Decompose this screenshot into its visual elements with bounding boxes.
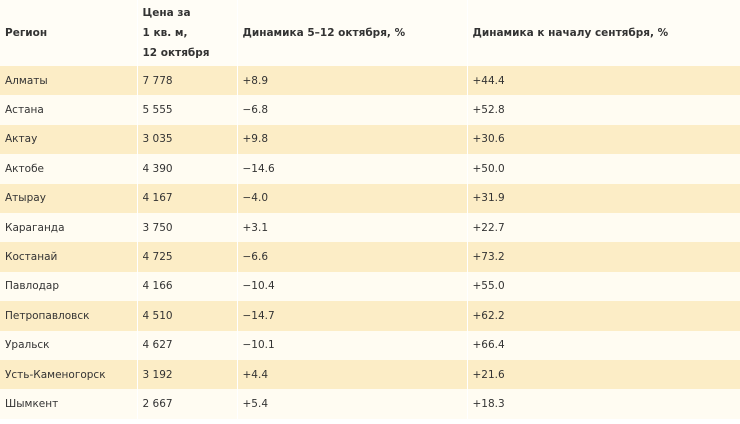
table-row: Актобе 4 390 −14.6 +50.0 [0, 154, 740, 184]
cell-price: 4 166 [137, 271, 238, 302]
cell-since-september: +50.0 [467, 154, 740, 184]
header-weekly-change: Динамика 5–12 октября, % [237, 0, 468, 66]
table-row: Усть-Каменогорск 3 192 +4.4 +21.6 [0, 359, 740, 390]
cell-price: 3 750 [137, 212, 238, 243]
cell-since-september: +30.6 [467, 124, 740, 155]
table-header-row: Регион Цена за 1 кв. м, 12 октября Динам… [0, 0, 740, 66]
table-row: Актау 3 035 +9.8 +30.6 [0, 124, 740, 155]
cell-since-september: +31.9 [467, 183, 740, 213]
table-row: Костанай 4 725 −6.6 +73.2 [0, 242, 740, 272]
cell-weekly-change: −6.8 [237, 95, 468, 125]
cell-region: Шымкент [0, 389, 138, 419]
cell-since-september: +55.0 [467, 271, 740, 302]
cell-price: 4 510 [137, 301, 238, 331]
table-row: Уральск 4 627 −10.1 +66.4 [0, 330, 740, 360]
table-row: Алматы 7 778 +8.9 +44.4 [0, 66, 740, 96]
header-price: Цена за 1 кв. м, 12 октября [137, 0, 238, 66]
cell-weekly-change: −10.1 [237, 330, 468, 360]
table-row: Петропавловск 4 510 −14.7 +62.2 [0, 301, 740, 331]
cell-region: Астана [0, 95, 138, 125]
cell-price: 4 627 [137, 330, 238, 360]
cell-since-september: +18.3 [467, 389, 740, 419]
cell-price: 3 035 [137, 124, 238, 155]
table-row: Астана 5 555 −6.8 +52.8 [0, 95, 740, 125]
cell-since-september: +22.7 [467, 212, 740, 243]
cell-region: Павлодар [0, 271, 138, 302]
header-region: Регион [0, 0, 138, 66]
cell-weekly-change: +9.8 [237, 124, 468, 155]
cell-weekly-change: −14.7 [237, 301, 468, 331]
cell-region: Актау [0, 124, 138, 155]
cell-region: Актобе [0, 154, 138, 184]
cell-region: Атырау [0, 183, 138, 213]
cell-region: Алматы [0, 66, 138, 96]
cell-since-september: +73.2 [467, 242, 740, 272]
cell-weekly-change: +3.1 [237, 212, 468, 243]
cell-price: 4 725 [137, 242, 238, 272]
cell-since-september: +62.2 [467, 301, 740, 331]
cell-price: 7 778 [137, 66, 238, 96]
header-price-line: 1 кв. м, [142, 27, 188, 39]
cell-since-september: +52.8 [467, 95, 740, 125]
cell-since-september: +21.6 [467, 359, 740, 390]
cell-weekly-change: +5.4 [237, 389, 468, 419]
table-row: Атырау 4 167 −4.0 +31.9 [0, 183, 740, 213]
cell-weekly-change: −6.6 [237, 242, 468, 272]
cell-weekly-change: +8.9 [237, 66, 468, 96]
cell-weekly-change: −4.0 [237, 183, 468, 213]
table-row: Караганда 3 750 +3.1 +22.7 [0, 212, 740, 243]
cell-region: Уральск [0, 330, 138, 360]
table-row: Шымкент 2 667 +5.4 +18.3 [0, 389, 740, 419]
cell-since-september: +44.4 [467, 66, 740, 96]
cell-price: 2 667 [137, 389, 238, 419]
cell-region: Караганда [0, 212, 138, 243]
cell-price: 3 192 [137, 359, 238, 390]
cell-price: 4 390 [137, 154, 238, 184]
table-row: Павлодар 4 166 −10.4 +55.0 [0, 271, 740, 302]
header-since-september: Динамика к началу сентября, % [467, 0, 740, 66]
cell-weekly-change: −10.4 [237, 271, 468, 302]
cell-region: Петропавловск [0, 301, 138, 331]
cell-region: Усть-Каменогорск [0, 359, 138, 390]
cell-since-september: +66.4 [467, 330, 740, 360]
header-price-line: 12 октября [142, 47, 210, 59]
cell-weekly-change: −14.6 [237, 154, 468, 184]
header-price-line: Цена за [142, 7, 191, 19]
cell-price: 4 167 [137, 183, 238, 213]
cell-price: 5 555 [137, 95, 238, 125]
cell-region: Костанай [0, 242, 138, 272]
cell-weekly-change: +4.4 [237, 359, 468, 390]
